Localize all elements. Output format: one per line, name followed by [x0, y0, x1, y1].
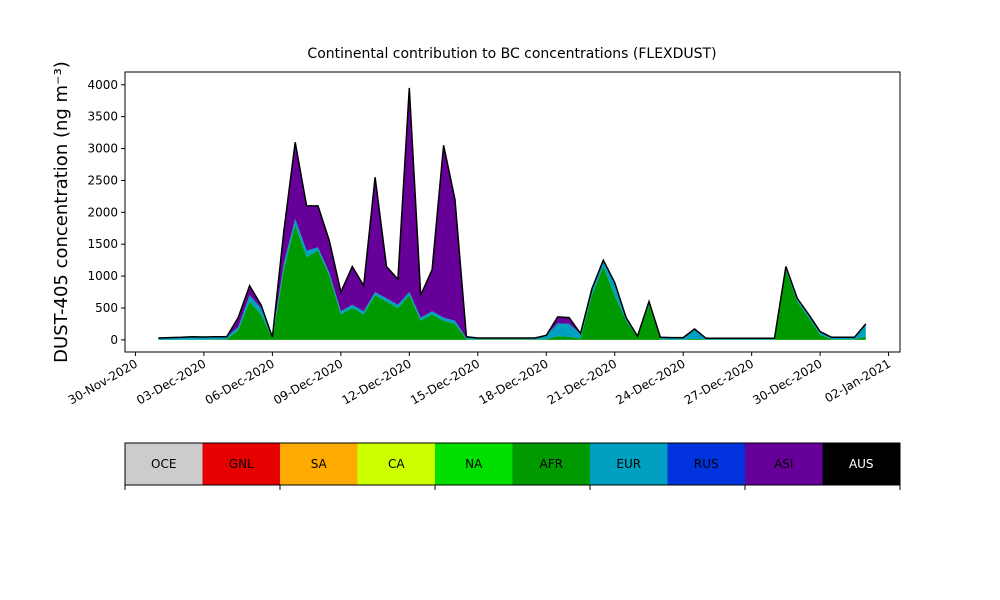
total-line: [158, 87, 867, 340]
x-tick-label: 21-Dec-2020: [545, 356, 619, 407]
colorbar-label: ASI: [774, 457, 793, 471]
y-tick-label: 2000: [87, 205, 118, 219]
x-tick-label: 03-Dec-2020: [134, 356, 208, 407]
colorbar-swatch: [667, 443, 745, 485]
y-tick-label: 3500: [87, 110, 118, 124]
chart-title: Continental contribution to BC concentra…: [307, 46, 716, 62]
colorbar-swatch: [125, 443, 203, 485]
y-tick-label: 500: [95, 301, 118, 315]
area: [158, 87, 866, 339]
y-tick-label: 2500: [87, 173, 118, 187]
colorbar-swatch: [357, 443, 435, 485]
colorbar-swatch: [435, 443, 513, 485]
y-tick-label: 1500: [87, 237, 118, 251]
colorbar-label: GNL: [229, 457, 254, 471]
x-tick-label: 06-Dec-2020: [203, 356, 277, 407]
colorbar-swatch: [202, 443, 280, 485]
x-tick-label: 27-Dec-2020: [682, 356, 756, 407]
y-tick-label: 4000: [87, 78, 118, 92]
colorbar-label: AFR: [540, 457, 563, 471]
colorbar-swatch: [280, 443, 358, 485]
y-tick-label: 3000: [87, 142, 118, 156]
colorbar-swatch: [822, 443, 900, 485]
x-tick-label: 12-Dec-2020: [340, 356, 414, 407]
x-tick-label: 02-Jan-2021: [822, 356, 893, 405]
y-tick-label: 0: [110, 333, 118, 347]
colorbar-label: SA: [311, 457, 328, 471]
colorbar-swatch: [745, 443, 823, 485]
x-tick-label: 30-Dec-2020: [750, 356, 824, 407]
y-tick-label: 1000: [87, 269, 118, 283]
colorbar-label: NA: [465, 457, 483, 471]
colorbar-frame: [124, 442, 901, 486]
colorbar-label: EUR: [616, 457, 641, 471]
colorbar-label: AUS: [849, 457, 874, 471]
colorbar-label: RUS: [694, 457, 719, 471]
colorbar-swatch: [512, 443, 590, 485]
x-tick-label: 30-Nov-2020: [66, 356, 140, 407]
colorbar-label: CA: [388, 457, 405, 471]
area: [158, 225, 866, 340]
colorbar-swatch: [590, 443, 668, 485]
x-tick-label: 18-Dec-2020: [476, 356, 550, 407]
x-tick-label: 09-Dec-2020: [271, 356, 345, 407]
y-axis-label: DUST-405 concentration (ng m⁻³): [51, 61, 72, 363]
colorbar-label: OCE: [151, 457, 176, 471]
x-tick-label: 15-Dec-2020: [408, 356, 482, 407]
x-tick-label: 24-Dec-2020: [613, 356, 687, 407]
